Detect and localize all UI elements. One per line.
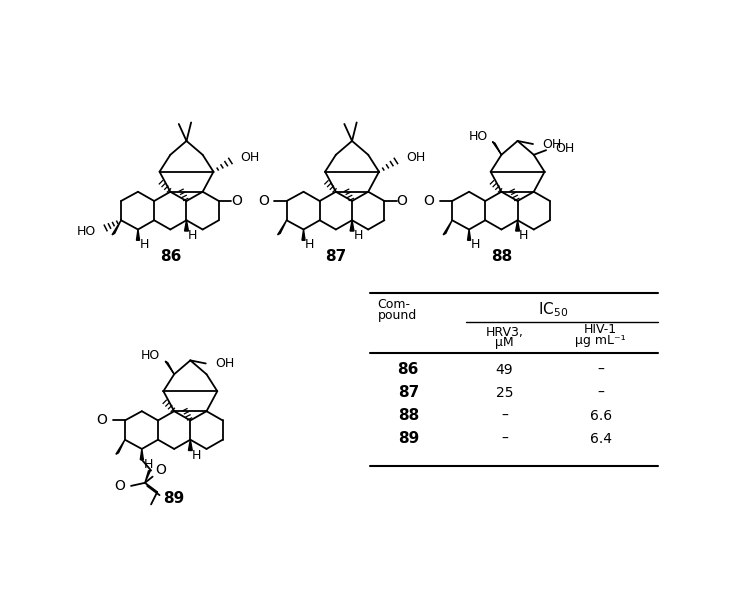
Text: O: O <box>396 194 407 208</box>
Text: O: O <box>97 414 107 427</box>
Text: 86: 86 <box>159 249 181 264</box>
Polygon shape <box>137 229 139 240</box>
Text: μM: μM <box>495 336 514 349</box>
Text: O: O <box>424 194 435 208</box>
Text: O: O <box>156 463 167 478</box>
Text: 86: 86 <box>398 362 419 377</box>
Text: H: H <box>139 238 149 251</box>
Text: OH: OH <box>555 142 575 155</box>
Text: μg mL⁻¹: μg mL⁻¹ <box>576 334 626 347</box>
Polygon shape <box>165 361 174 374</box>
Text: HO: HO <box>469 130 488 143</box>
Text: H: H <box>188 229 197 242</box>
Text: 89: 89 <box>164 491 184 506</box>
Polygon shape <box>492 141 501 155</box>
Text: HRV3,: HRV3, <box>486 326 523 339</box>
Text: –: – <box>501 409 508 423</box>
Text: OH: OH <box>542 137 562 150</box>
Text: 6.6: 6.6 <box>590 409 612 423</box>
Polygon shape <box>468 229 471 240</box>
Polygon shape <box>188 440 193 451</box>
Text: –: – <box>501 432 508 446</box>
Polygon shape <box>116 440 125 454</box>
Text: OH: OH <box>241 152 260 164</box>
Polygon shape <box>277 220 286 235</box>
Text: O: O <box>258 194 269 208</box>
Text: 25: 25 <box>496 386 513 400</box>
Text: 88: 88 <box>398 408 419 423</box>
Text: –: – <box>597 362 604 377</box>
Text: OH: OH <box>406 152 425 164</box>
Polygon shape <box>516 220 520 231</box>
Polygon shape <box>302 229 305 240</box>
Text: H: H <box>471 238 480 251</box>
Text: HO: HO <box>77 224 97 238</box>
Text: Com-: Com- <box>377 298 410 312</box>
Polygon shape <box>443 220 452 235</box>
Text: O: O <box>114 479 125 493</box>
Text: 87: 87 <box>398 385 419 400</box>
Text: 6.4: 6.4 <box>590 432 612 446</box>
Text: OH: OH <box>215 357 234 370</box>
Text: 89: 89 <box>398 432 419 447</box>
Text: 88: 88 <box>491 249 512 264</box>
Text: –: – <box>597 386 604 400</box>
Text: 87: 87 <box>325 249 347 264</box>
Text: IC$_{50}$: IC$_{50}$ <box>537 300 568 319</box>
Text: H: H <box>354 229 363 242</box>
Text: H: H <box>305 238 314 251</box>
Polygon shape <box>350 220 354 231</box>
Text: H: H <box>519 229 528 242</box>
Text: HIV-1: HIV-1 <box>584 323 617 336</box>
Polygon shape <box>112 220 121 235</box>
Polygon shape <box>140 449 143 460</box>
Text: H: H <box>143 458 153 471</box>
Text: pound: pound <box>377 309 417 322</box>
Text: O: O <box>231 194 242 208</box>
Text: H: H <box>192 448 201 461</box>
Polygon shape <box>145 470 151 483</box>
Text: HO: HO <box>141 349 160 362</box>
Polygon shape <box>184 220 188 231</box>
Text: 49: 49 <box>496 362 514 377</box>
